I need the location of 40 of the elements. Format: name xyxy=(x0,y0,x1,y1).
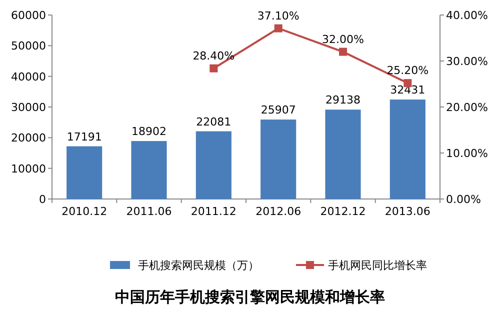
y2-tick-label: 40.00% xyxy=(446,9,488,22)
y-tick-label: 20000 xyxy=(11,132,46,145)
bar xyxy=(66,146,102,199)
y2-tick-label: 0.00% xyxy=(446,193,481,206)
y-tick-label: 40000 xyxy=(11,70,46,84)
legend-label: 手机搜索网民规模（万） xyxy=(138,259,259,272)
bar xyxy=(390,100,426,199)
x-tick-label: 2012.12 xyxy=(320,205,366,218)
x-tick-label: 2011.12 xyxy=(190,205,236,218)
y-tick-label: 60000 xyxy=(11,9,46,22)
y-tick-label: 10000 xyxy=(11,162,46,176)
bar xyxy=(131,141,167,199)
y-tick-label: 30000 xyxy=(11,101,46,114)
text: 中国历年手机搜索引擎网民规模和增长率 xyxy=(115,288,385,306)
y2-tick-label: 30.00% xyxy=(446,55,488,68)
data-label: 29138 xyxy=(326,94,360,107)
data-label: 17191 xyxy=(66,130,102,144)
point xyxy=(274,24,282,32)
y-tick-label: 0 xyxy=(39,193,46,206)
data-label: 28.40% xyxy=(192,49,235,62)
legend-label: 手机网民同比增长率 xyxy=(328,259,427,272)
data-label: 25907 xyxy=(260,104,296,117)
data-label: 32431 xyxy=(390,84,426,97)
data-label: 22081 xyxy=(196,115,232,128)
data-label: 32.00% xyxy=(322,32,364,46)
x-tick-label: 2010.12 xyxy=(62,205,108,218)
point xyxy=(339,48,347,56)
data-label: 37.10% xyxy=(257,9,300,22)
y-tick-label: 50000 xyxy=(11,40,46,53)
y2-tick-label: 20.00% xyxy=(446,101,488,114)
bar xyxy=(196,131,232,199)
x-tick-label: 2012.06 xyxy=(256,205,302,218)
y2-tick-label: 10.00% xyxy=(446,147,488,160)
point xyxy=(210,64,218,72)
bar xyxy=(260,120,296,199)
x-tick-label: 2011.06 xyxy=(126,205,172,218)
data-label: 25.20% xyxy=(386,64,429,78)
x-tick-label: 2013.06 xyxy=(384,205,430,218)
data-label: 18902 xyxy=(132,125,166,138)
bar xyxy=(325,110,361,199)
